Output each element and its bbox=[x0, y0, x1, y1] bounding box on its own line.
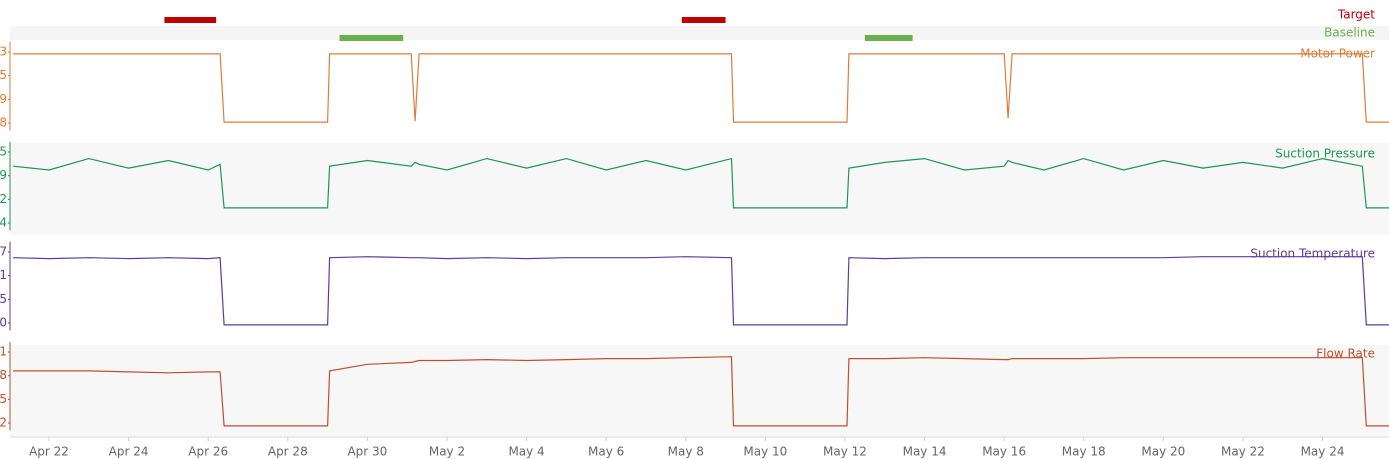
x-tick-label: May 20 bbox=[1141, 445, 1185, 459]
band-bar bbox=[681, 17, 726, 23]
y-tick-label: 9 bbox=[0, 168, 7, 182]
panel-title: Suction Pressure bbox=[1275, 146, 1375, 160]
x-tick-label: Apr 30 bbox=[347, 445, 387, 459]
x-tick-label: May 8 bbox=[668, 445, 704, 459]
panel-background bbox=[10, 345, 1389, 437]
x-tick-label: May 4 bbox=[508, 445, 544, 459]
x-tick-label: May 10 bbox=[743, 445, 787, 459]
band-bar bbox=[164, 17, 217, 23]
x-tick-label: May 6 bbox=[588, 445, 624, 459]
y-tick-label: 1 bbox=[0, 268, 7, 282]
y-tick-label: 2 bbox=[0, 192, 7, 206]
panel-title: Suction Temperature bbox=[1250, 246, 1375, 260]
x-tick-label: May 22 bbox=[1221, 445, 1265, 459]
x-tick-label: May 16 bbox=[982, 445, 1026, 459]
x-tick-label: May 12 bbox=[823, 445, 867, 459]
y-tick-label: 3 bbox=[0, 45, 7, 59]
series-line bbox=[13, 356, 1389, 427]
y-tick-label: 4 bbox=[0, 216, 7, 230]
x-tick-label: May 24 bbox=[1301, 445, 1345, 459]
x-tick-label: Apr 22 bbox=[29, 445, 69, 459]
y-tick-label: 5 bbox=[0, 392, 7, 406]
x-tick-label: May 14 bbox=[903, 445, 947, 459]
series-line bbox=[13, 256, 1389, 326]
panel-title: Flow Rate bbox=[1316, 346, 1375, 360]
band-bar bbox=[864, 35, 913, 41]
y-tick-label: 8 bbox=[0, 116, 7, 130]
x-tick-label: Apr 28 bbox=[268, 445, 308, 459]
y-tick-label: 7 bbox=[0, 245, 7, 259]
panel-background bbox=[10, 143, 1389, 235]
y-tick-label: 5 bbox=[0, 68, 7, 82]
series-line bbox=[13, 53, 1389, 123]
y-tick-label: 9 bbox=[0, 92, 7, 106]
y-tick-label: 1 bbox=[0, 345, 7, 359]
band-bar bbox=[339, 35, 404, 41]
y-tick-label: 2 bbox=[0, 416, 7, 430]
x-tick-label: May 2 bbox=[429, 445, 465, 459]
x-tick-label: Apr 26 bbox=[188, 445, 228, 459]
x-tick-label: May 18 bbox=[1062, 445, 1106, 459]
y-tick-label: 5 bbox=[0, 145, 7, 159]
y-tick-label: 8 bbox=[0, 368, 7, 382]
band-label: Target bbox=[1337, 8, 1375, 22]
band-label: Baseline bbox=[1324, 26, 1375, 40]
x-tick-label: Apr 24 bbox=[109, 445, 149, 459]
band-strip bbox=[10, 26, 1389, 40]
y-tick-label: 0 bbox=[0, 316, 7, 330]
panel-title: Motor Power bbox=[1300, 46, 1375, 60]
y-tick-label: 5 bbox=[0, 292, 7, 306]
series-line bbox=[13, 157, 1389, 209]
